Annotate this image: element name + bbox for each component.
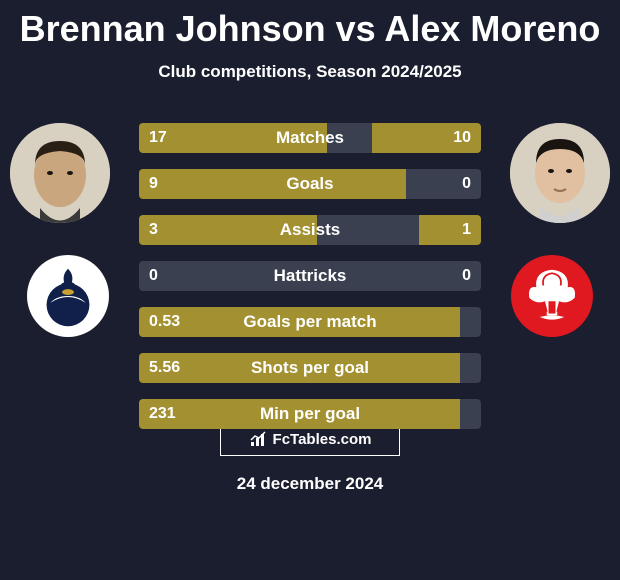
tottenham-crest-icon: [29, 257, 107, 335]
stat-label: Min per goal: [139, 399, 481, 429]
club-left-badge: [27, 255, 109, 337]
player-right-avatar: [510, 123, 610, 223]
page-title: Brennan Johnson vs Alex Moreno: [0, 0, 620, 50]
nottingham-forest-crest-icon: [517, 261, 587, 331]
stats-bars: 1710Matches 90Goals 31Assists 00Hattricks 0.…: [139, 123, 481, 445]
club-right-badge: [511, 255, 593, 337]
stat-label: Hattricks: [139, 261, 481, 291]
stat-row: 5.56Shots per goal: [139, 353, 481, 383]
player-right-photo: [510, 123, 610, 223]
page-subtitle: Club competitions, Season 2024/2025: [0, 62, 620, 82]
stat-label: Matches: [139, 123, 481, 153]
player-left-photo: [10, 123, 110, 223]
stat-row: 31Assists: [139, 215, 481, 245]
stat-label: Goals: [139, 169, 481, 199]
stat-label: Shots per goal: [139, 353, 481, 383]
stat-row: 00Hattricks: [139, 261, 481, 291]
player-left-avatar: [10, 123, 110, 223]
date-text: 24 december 2024: [0, 474, 620, 494]
stat-row: 0.53Goals per match: [139, 307, 481, 337]
stat-row: 90Goals: [139, 169, 481, 199]
stat-row: 231Min per goal: [139, 399, 481, 429]
stat-label: Goals per match: [139, 307, 481, 337]
stat-row: 1710Matches: [139, 123, 481, 153]
stat-label: Assists: [139, 215, 481, 245]
